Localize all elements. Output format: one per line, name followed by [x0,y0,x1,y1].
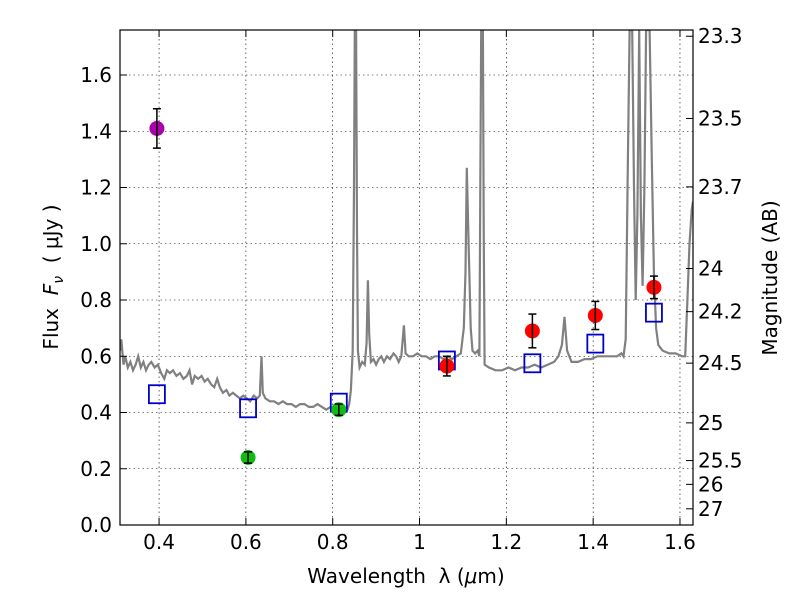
y-tick-label: 1.6 [80,63,112,87]
y-tick-label: 0.4 [80,401,112,425]
model-point-square [239,398,257,419]
mag-tick-label: 23.7 [698,175,743,199]
y-tick-label: 0.6 [80,344,112,368]
y-tick-label: 0.2 [80,457,112,481]
y-tick-label: 0.0 [80,513,112,537]
x-tick-label: 1.6 [664,530,696,554]
mag-tick-label: 26 [698,472,723,496]
y-tick-label: 0.8 [80,288,112,312]
y-tick-label: 1.2 [80,176,112,200]
ticks: 0.4 0.6 0.8 1 1.2 1.4 1.6 0.0 0.2 0.4 0.6 0.8 1.0 1.2… [80,24,742,554]
mag-tick-label: 24.2 [698,300,743,324]
mag-tick-label: 25 [698,411,723,435]
x-tick-label: 1.2 [490,530,522,554]
plot-background [120,30,693,525]
plot-frame [119,29,694,526]
x-tick-label: 1 [413,530,426,554]
model-point-square [586,333,605,354]
mag-tick-label: 23.3 [698,24,743,48]
mag-tick-label: 23.5 [698,106,743,130]
y-axis-label: Flux Fν ( μJy ) [39,204,67,349]
x-tick-label: 0.8 [317,530,349,554]
mag-tick-label: 24.5 [698,351,743,375]
right-axis-label: Magnitude (AB) [758,200,782,355]
mag-tick-label: 27 [698,497,723,521]
x-tick-label: 0.4 [143,530,175,554]
y-tick-label: 1.0 [80,232,112,256]
model-point-square [523,353,542,374]
y-tick-label: 1.4 [80,119,112,143]
model-point-square [147,384,166,405]
model-spectrum-line [120,30,693,415]
x-axis-label: Wavelength λ (μm) [307,564,504,588]
observed-points [149,108,662,465]
x-tick-label: 1.4 [577,530,609,554]
model-points [147,302,663,419]
x-tick-label: 0.6 [230,530,262,554]
mag-tick-label: 25.5 [698,449,743,473]
mag-tick-label: 24 [698,256,723,280]
model-point-square [645,302,663,323]
spectrum-layer [120,30,693,415]
